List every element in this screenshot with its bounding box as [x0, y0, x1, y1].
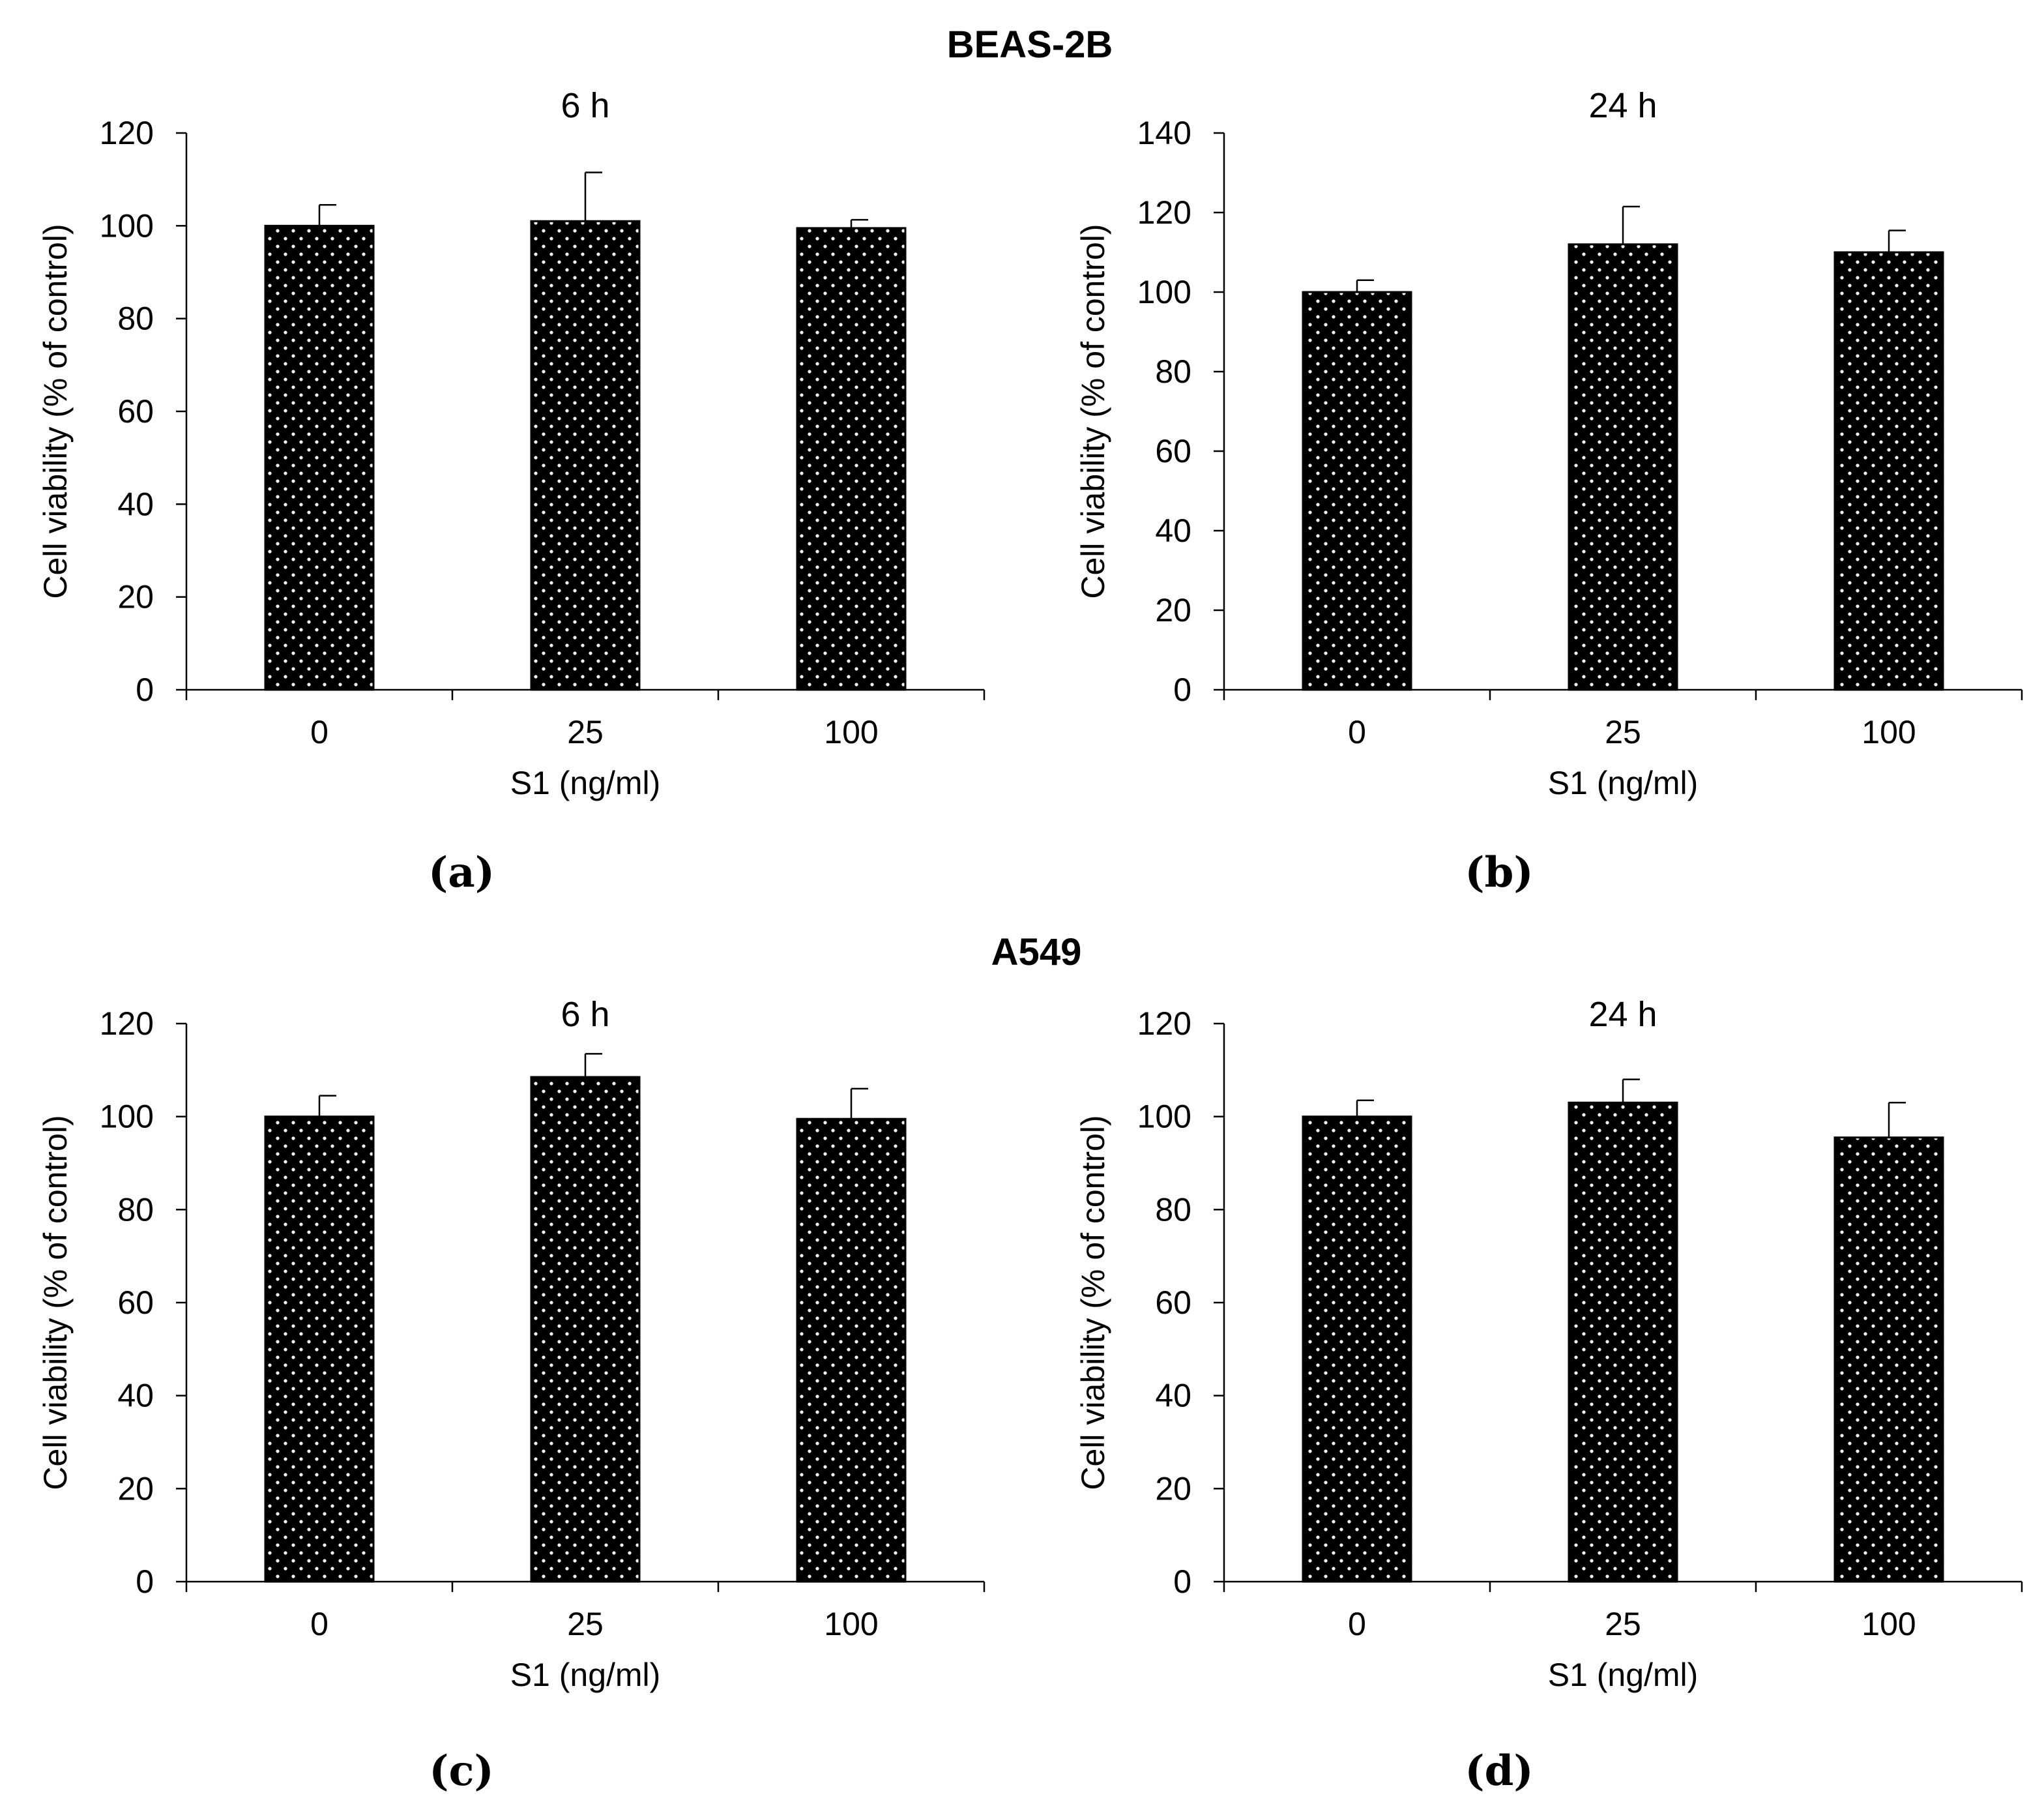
- y-tick-label: 20: [1155, 1470, 1191, 1507]
- panel-label: (a): [428, 848, 495, 897]
- y-tick-label: 0: [1173, 672, 1191, 708]
- y-axis-label: Cell viability (% of control): [37, 1115, 74, 1490]
- chart-title: 6 h: [561, 86, 609, 125]
- y-axis-label: Cell viability (% of control): [1075, 224, 1111, 598]
- bar: [264, 224, 375, 691]
- y-tick-label: 60: [1155, 1284, 1191, 1321]
- y-tick-label: 40: [117, 486, 154, 522]
- y-tick-label: 20: [117, 1470, 154, 1507]
- chart-beas-2b-24h: 24 h 0 20 40 60 80 100 120 140 0 25 100 S1 (ng/ml) Ce…: [1075, 86, 2023, 897]
- y-tick-label: 60: [1155, 433, 1191, 469]
- x-tick-label: 0: [310, 1606, 328, 1642]
- y-tick-label: 80: [1155, 353, 1191, 390]
- y-tick-label: 100: [1137, 274, 1191, 310]
- y-tick-label: 120: [1137, 1005, 1191, 1042]
- y-tick-label: 100: [1137, 1099, 1191, 1135]
- bar: [796, 227, 907, 691]
- bar: [1302, 291, 1412, 691]
- bar: [1568, 1101, 1678, 1583]
- chart-title: 6 h: [561, 995, 609, 1034]
- y-tick-label: 120: [100, 1005, 154, 1042]
- y-tick-label: 0: [136, 672, 154, 708]
- chart-a549-24h: 24 h 0 20 40 60 80 100 120 0 25 100 S1 (ng/ml) Cell …: [1075, 995, 2023, 1795]
- y-axis-label: Cell viability (% of control): [1075, 1115, 1111, 1490]
- x-tick-label: 25: [1605, 1606, 1641, 1642]
- bar: [530, 1076, 641, 1583]
- x-tick-label: 0: [310, 714, 328, 750]
- x-tick-label: 25: [1605, 714, 1641, 750]
- y-tick-label: 40: [117, 1378, 154, 1414]
- y-tick-label: 80: [1155, 1191, 1191, 1228]
- y-tick-label: 100: [100, 207, 154, 244]
- y-tick-label: 60: [117, 1284, 154, 1321]
- bar: [796, 1117, 907, 1583]
- x-tick-label: 100: [824, 1606, 878, 1642]
- bar: [1833, 1136, 1944, 1583]
- y-tick-label: 140: [1137, 115, 1191, 151]
- y-tick-label: 40: [1155, 512, 1191, 549]
- bar: [264, 1115, 375, 1583]
- x-tick-label: 0: [1348, 714, 1366, 750]
- bar: [1302, 1115, 1412, 1583]
- x-tick-label: 25: [567, 1606, 604, 1642]
- y-tick-label: 60: [117, 393, 154, 430]
- group-title-a549: A549: [991, 931, 1082, 973]
- y-tick-label: 20: [1155, 592, 1191, 628]
- x-axis-label: S1 (ng/ml): [510, 1657, 661, 1693]
- y-tick-label: 100: [100, 1099, 154, 1135]
- x-tick-label: 25: [567, 714, 604, 750]
- x-tick-label: 100: [824, 714, 878, 750]
- y-tick-label: 120: [1137, 194, 1191, 231]
- chart-beas-2b-6h: 6 h 0 20 40 60 80 100 120 0 25 100 S1 (ng/ml) Cell v…: [37, 86, 986, 897]
- x-tick-label: 100: [1862, 1606, 1916, 1642]
- bar: [530, 220, 641, 691]
- group-title-beas-2b: BEAS-2B: [947, 23, 1113, 66]
- x-axis-label: S1 (ng/ml): [1548, 1657, 1699, 1693]
- chart-a549-6h: 6 h 0 20 40 60 80 100 120 0 25 100 S1 (ng/ml) Cell v…: [37, 995, 986, 1795]
- x-tick-label: 0: [1348, 1606, 1366, 1642]
- bar: [1568, 243, 1678, 691]
- y-tick-label: 20: [117, 579, 154, 615]
- y-axis-label: Cell viability (% of control): [37, 224, 74, 598]
- panel-label: (c): [429, 1747, 494, 1795]
- x-tick-label: 100: [1862, 714, 1916, 750]
- y-tick-label: 0: [136, 1563, 154, 1600]
- y-tick-label: 80: [117, 1191, 154, 1228]
- panel-label: (d): [1465, 1747, 1533, 1795]
- y-tick-label: 120: [100, 115, 154, 151]
- bar: [1833, 251, 1944, 691]
- y-tick-label: 40: [1155, 1378, 1191, 1414]
- y-tick-label: 0: [1173, 1563, 1191, 1600]
- chart-title: 24 h: [1588, 86, 1657, 125]
- y-tick-label: 80: [117, 301, 154, 337]
- chart-title: 24 h: [1588, 995, 1657, 1034]
- x-axis-label: S1 (ng/ml): [1548, 765, 1699, 801]
- x-axis-label: S1 (ng/ml): [510, 765, 661, 801]
- panel-label: (b): [1465, 848, 1533, 897]
